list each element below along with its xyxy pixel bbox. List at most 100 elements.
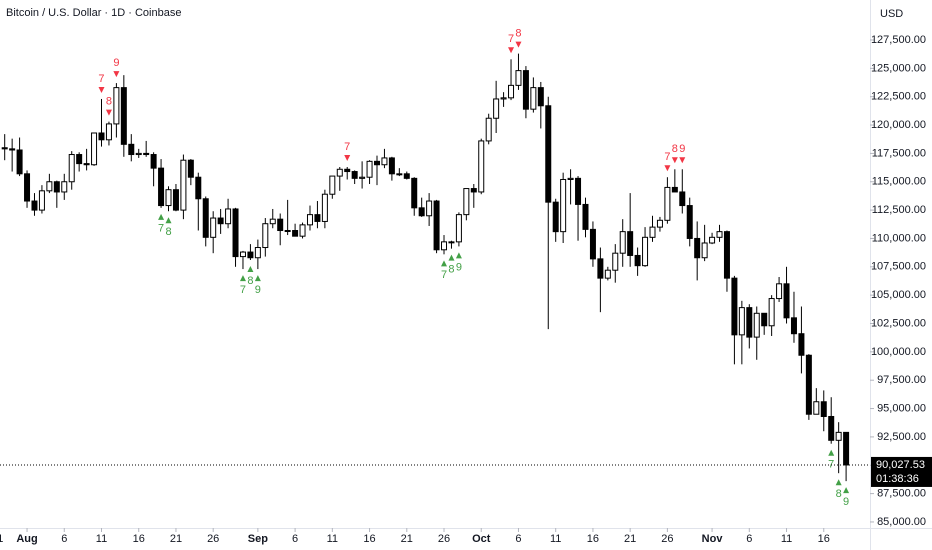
signal-marker	[441, 260, 448, 267]
x-tick-label: Aug	[16, 533, 37, 545]
candle-body	[783, 283, 790, 319]
y-tick-label: 120,000.00	[871, 119, 926, 131]
signal-marker	[664, 165, 671, 172]
y-tick-label: 97,500.00	[877, 374, 926, 386]
candle-body	[664, 186, 671, 221]
signal-label: 9	[679, 143, 685, 155]
candle-body	[656, 219, 663, 228]
candle-body	[731, 277, 738, 336]
x-tick-label: 26	[438, 533, 450, 545]
candle-body	[284, 230, 291, 233]
candle-body	[187, 159, 194, 178]
candle-body	[455, 214, 462, 243]
candle-body	[723, 231, 730, 279]
y-tick-label: 127,500.00	[871, 34, 926, 46]
signal-marker	[113, 71, 120, 78]
y-tick-label: 107,500.00	[871, 261, 926, 273]
candle-body	[515, 70, 522, 86]
x-tick-label: 16	[363, 533, 375, 545]
candle-body	[761, 312, 768, 327]
y-tick-label: 112,500.00	[872, 204, 926, 216]
x-tick-label: 21	[624, 533, 636, 545]
candle-body	[105, 123, 112, 141]
y-tick-label: 95,000.00	[877, 402, 926, 414]
candle-body	[321, 193, 328, 222]
signal-label: 8	[448, 264, 454, 276]
candle-body	[805, 354, 812, 415]
signal-marker	[835, 479, 842, 486]
signal-label: 8	[515, 28, 521, 40]
candle-body	[500, 97, 507, 100]
signal-label: 7	[664, 151, 670, 163]
signal-label: 8	[165, 226, 171, 238]
candle-body	[798, 333, 805, 356]
candle-body	[426, 200, 433, 217]
candle-body	[843, 431, 850, 466]
candle-body	[701, 242, 708, 259]
x-tick-label: Nov	[702, 533, 724, 545]
signal-label: 8	[672, 143, 678, 155]
candle-body	[709, 236, 716, 244]
candle-body	[381, 157, 388, 166]
candle-body	[493, 98, 500, 119]
candle-body	[403, 173, 410, 179]
candle-body	[470, 188, 477, 193]
candle-body	[359, 176, 366, 179]
candle-body	[61, 181, 68, 193]
candle-body	[575, 177, 582, 205]
signal-marker	[448, 254, 455, 261]
candle-body	[180, 159, 187, 211]
candle-body	[16, 149, 23, 175]
candle-body	[314, 214, 321, 222]
candle-body	[835, 431, 842, 441]
candle-body	[790, 317, 797, 335]
candle-body	[210, 217, 217, 238]
candle-body	[604, 269, 611, 279]
candle-body	[418, 207, 425, 217]
candle-body	[53, 181, 60, 193]
candle-body	[262, 223, 269, 249]
candle-body	[411, 177, 418, 209]
candle-body	[76, 154, 83, 165]
candle-body	[828, 415, 835, 441]
candle-body	[597, 258, 604, 279]
candle-body	[567, 177, 574, 180]
last-price-box	[871, 456, 932, 487]
x-tick-label: Sep	[248, 533, 268, 545]
signal-label: 7	[158, 223, 164, 235]
x-tick-label: 6	[746, 533, 752, 545]
candle-body	[619, 231, 626, 254]
y-tick-label: 100,000.00	[871, 346, 926, 358]
x-tick-label: 21	[0, 533, 3, 545]
candle-body	[247, 251, 254, 259]
signal-marker	[165, 217, 172, 224]
signal-label: 8	[247, 275, 253, 287]
candle-body	[642, 236, 649, 267]
signal-marker	[344, 155, 351, 162]
candle-body	[172, 189, 179, 211]
candle-body	[679, 191, 686, 207]
candle-body	[374, 160, 380, 166]
y-tick-label: 115,000.00	[872, 176, 926, 188]
y-tick-label: 105,000.00	[871, 289, 926, 301]
candle-body	[634, 254, 641, 267]
candle-body	[165, 189, 172, 207]
candle-body	[292, 230, 299, 237]
candle-body	[329, 175, 336, 195]
signal-marker	[98, 86, 105, 93]
signal-marker	[247, 265, 254, 272]
candle-body	[232, 208, 239, 258]
signal-label: 8	[836, 488, 842, 500]
candle-body	[388, 157, 395, 175]
y-tick-label: 102,500.00	[871, 317, 926, 329]
x-tick-label: 11	[781, 533, 792, 545]
signal-marker	[254, 275, 261, 282]
candle-body	[686, 205, 693, 239]
candle-body	[589, 228, 596, 260]
x-tick-label: 11	[327, 533, 338, 545]
candle-body	[202, 198, 209, 238]
candle-body	[396, 173, 403, 176]
x-tick-label: Oct	[472, 533, 491, 545]
candle-body	[120, 87, 127, 145]
signal-label: 9	[456, 261, 462, 273]
